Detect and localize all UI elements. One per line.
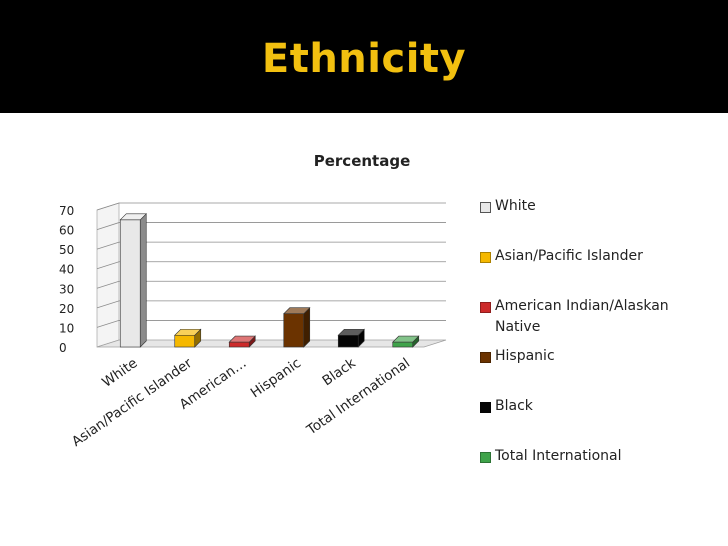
bar-top-5 xyxy=(337,328,365,336)
y-tick-label: 60 xyxy=(59,224,74,238)
y-tick-label: 70 xyxy=(59,204,74,218)
bar-2 xyxy=(174,334,196,348)
x-tick-label: Hispanic xyxy=(248,355,304,401)
y-tick-label: 0 xyxy=(59,341,67,355)
plot-side-wall xyxy=(96,202,120,348)
plot-back-wall xyxy=(119,203,446,340)
legend-swatch xyxy=(480,202,491,213)
y-tick-label: 10 xyxy=(59,321,74,335)
chart-title: Percentage xyxy=(313,152,411,170)
y-tick-label: 20 xyxy=(59,302,74,316)
bar-top-4 xyxy=(283,307,311,315)
bar-4 xyxy=(283,313,305,348)
legend-label: Total International xyxy=(495,448,622,464)
legend-item: Asian/Pacific Islander xyxy=(480,246,710,267)
legend-item: Total International xyxy=(480,446,710,467)
x-tick-label: Black xyxy=(319,355,358,389)
gridline xyxy=(96,320,446,328)
bar-side-1 xyxy=(139,213,147,348)
gridline xyxy=(96,202,446,211)
legend-swatch xyxy=(480,402,491,413)
bar-top-2 xyxy=(174,328,202,336)
gridline xyxy=(96,222,446,230)
bar-6 xyxy=(392,341,414,348)
legend-swatch xyxy=(480,352,491,363)
legend-label: Hispanic xyxy=(495,348,555,364)
legend-label: White xyxy=(495,198,536,214)
legend-item: Hispanic xyxy=(480,346,710,367)
bar-top-6 xyxy=(392,335,420,343)
legend-swatch xyxy=(480,452,491,463)
legend-swatch xyxy=(480,302,491,313)
gridline xyxy=(96,241,446,250)
legend-item: Black xyxy=(480,396,710,417)
legend-label: Black xyxy=(495,398,533,414)
gridline xyxy=(96,261,446,270)
legend-item: American Indian/Alaskan Native xyxy=(480,296,710,338)
bar-5 xyxy=(337,334,359,348)
bar-side-4 xyxy=(303,307,311,348)
slide-header: Ethnicity xyxy=(0,0,728,113)
bar-top-3 xyxy=(228,335,256,343)
bar-1 xyxy=(119,219,141,348)
slide-title: Ethnicity xyxy=(261,36,467,82)
gridline xyxy=(96,280,446,289)
y-tick-label: 30 xyxy=(59,282,74,296)
bar-top-1 xyxy=(119,213,147,221)
gridline xyxy=(96,300,446,309)
x-tick-label: White xyxy=(99,355,140,391)
bar-3 xyxy=(228,341,250,348)
y-tick-label: 50 xyxy=(59,243,74,257)
legend-label: American Indian/Alaskan Native xyxy=(495,298,669,335)
legend-label: Asian/Pacific Islander xyxy=(495,248,643,264)
legend-swatch xyxy=(480,252,491,263)
y-tick-label: 40 xyxy=(59,263,74,277)
legend-item: White xyxy=(480,196,710,217)
